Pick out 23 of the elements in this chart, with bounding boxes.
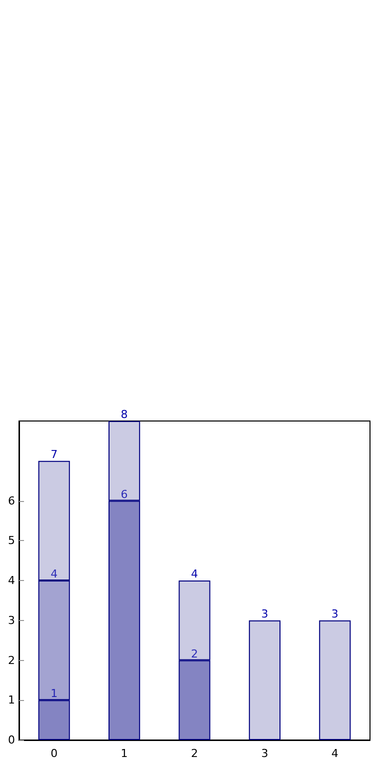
total-label: 4 [191,568,198,580]
x-tick-label: 1 [120,747,128,760]
y-tick-label: 4 [8,574,15,587]
y-tick-label: 2 [8,654,15,667]
total-label: 3 [331,607,338,620]
annotation: 4 [50,568,58,580]
bar [248,620,280,740]
y-tick-label: 5 [8,534,15,548]
annotation: 6 [120,488,128,501]
annotation: 1 [50,687,58,700]
y-tick-label: 1 [8,694,15,707]
bar [319,620,351,740]
annotation: 2 [191,647,198,660]
x-tick-label: 3 [261,747,268,760]
y-tick-label: 0 [8,734,15,746]
y-tick-label: 6 [8,494,15,508]
total-label: 3 [261,607,268,620]
x-tick-label: 2 [191,747,198,760]
total-label: 8 [120,408,128,421]
total-label: 7 [50,448,58,461]
x-tick-label: 4 [331,747,338,760]
y-tick-label: 3 [8,614,15,627]
x-tick-label: 0 [50,747,58,760]
